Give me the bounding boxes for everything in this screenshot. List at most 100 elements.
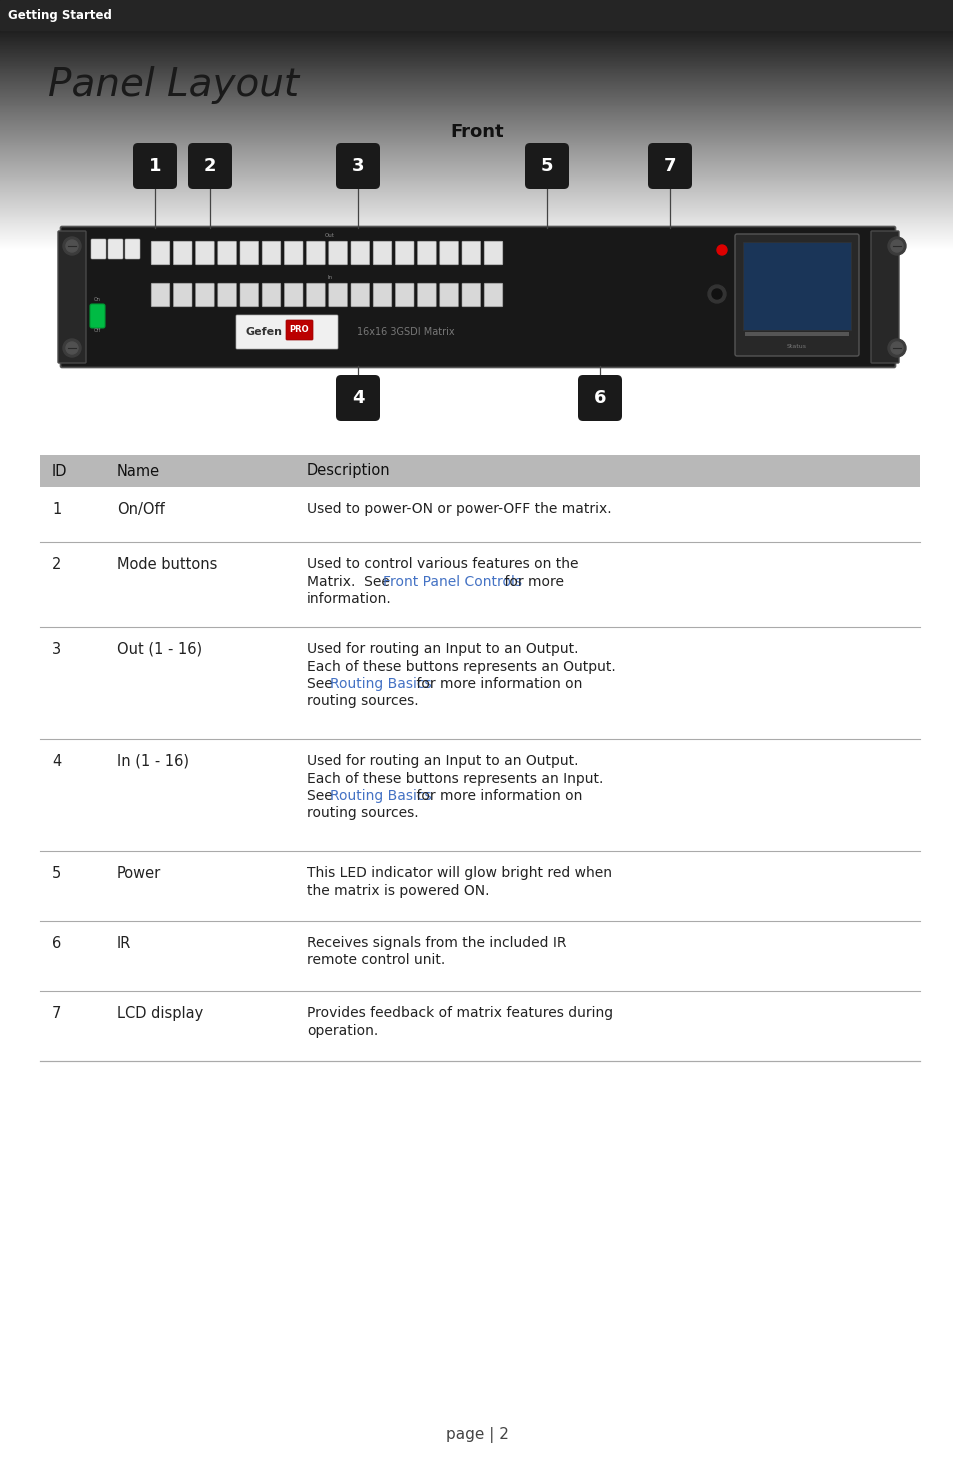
FancyBboxPatch shape (151, 283, 170, 307)
FancyBboxPatch shape (373, 283, 392, 307)
Circle shape (890, 342, 902, 354)
Text: 2: 2 (52, 558, 61, 572)
FancyBboxPatch shape (484, 242, 502, 266)
Text: Out (1 - 16): Out (1 - 16) (117, 642, 202, 656)
Text: Front: Front (450, 122, 503, 142)
Text: Each of these buttons represents an Output.: Each of these buttons represents an Outp… (307, 659, 615, 674)
Text: Each of these buttons represents an Input.: Each of these buttons represents an Inpu… (307, 771, 602, 786)
FancyBboxPatch shape (484, 283, 502, 307)
Circle shape (707, 285, 725, 302)
Circle shape (63, 237, 81, 255)
Text: information.: information. (307, 591, 392, 606)
Text: Matrix.  See: Matrix. See (307, 574, 394, 589)
Text: 6: 6 (52, 937, 61, 951)
Text: 6: 6 (593, 389, 605, 407)
FancyBboxPatch shape (195, 242, 214, 266)
Text: ID: ID (52, 463, 68, 478)
Circle shape (63, 339, 81, 357)
FancyBboxPatch shape (439, 242, 458, 266)
FancyBboxPatch shape (461, 242, 480, 266)
Circle shape (890, 240, 902, 252)
FancyBboxPatch shape (417, 283, 436, 307)
FancyBboxPatch shape (173, 283, 192, 307)
Text: Used to power-ON or power-OFF the matrix.: Used to power-ON or power-OFF the matrix… (307, 502, 611, 516)
Text: 2: 2 (204, 156, 216, 176)
Text: Gefen: Gefen (245, 327, 282, 336)
Text: Mode buttons: Mode buttons (117, 558, 217, 572)
FancyBboxPatch shape (439, 283, 458, 307)
Text: Used to control various features on the: Used to control various features on the (307, 558, 578, 571)
Text: 4: 4 (52, 754, 61, 768)
Text: Provides feedback of matrix features during: Provides feedback of matrix features dur… (307, 1006, 613, 1021)
Text: Routing Basics: Routing Basics (330, 677, 432, 690)
Text: On: On (93, 296, 100, 302)
FancyBboxPatch shape (373, 242, 392, 266)
Circle shape (717, 245, 726, 255)
Text: 4: 4 (352, 389, 364, 407)
Text: Getting Started: Getting Started (8, 9, 112, 22)
FancyBboxPatch shape (240, 242, 258, 266)
FancyBboxPatch shape (417, 242, 436, 266)
Text: Power: Power (117, 866, 161, 881)
Text: 5: 5 (52, 866, 61, 881)
Text: In: In (327, 274, 332, 280)
Text: This LED indicator will glow bright red when: This LED indicator will glow bright red … (307, 866, 612, 881)
Text: Description: Description (307, 463, 390, 478)
Text: See: See (307, 677, 336, 690)
FancyBboxPatch shape (90, 304, 105, 327)
FancyBboxPatch shape (151, 242, 170, 266)
FancyBboxPatch shape (217, 242, 236, 266)
FancyBboxPatch shape (235, 316, 337, 350)
Text: operation.: operation. (307, 1024, 377, 1037)
FancyBboxPatch shape (306, 283, 325, 307)
FancyBboxPatch shape (351, 283, 369, 307)
FancyBboxPatch shape (58, 232, 86, 363)
Text: PRO: PRO (289, 326, 309, 335)
Bar (0, 0, 953, 30)
FancyBboxPatch shape (647, 143, 691, 189)
Text: Name: Name (117, 463, 160, 478)
Text: for more information on: for more information on (412, 789, 582, 802)
FancyBboxPatch shape (395, 283, 414, 307)
FancyBboxPatch shape (335, 143, 379, 189)
FancyBboxPatch shape (351, 242, 369, 266)
Circle shape (887, 339, 905, 357)
Text: Routing Basics: Routing Basics (330, 789, 432, 802)
FancyBboxPatch shape (195, 283, 214, 307)
FancyBboxPatch shape (395, 242, 414, 266)
Text: for more information on: for more information on (412, 677, 582, 690)
FancyBboxPatch shape (217, 283, 236, 307)
Text: 1: 1 (52, 502, 61, 518)
Text: routing sources.: routing sources. (307, 695, 418, 708)
FancyBboxPatch shape (329, 242, 347, 266)
FancyBboxPatch shape (173, 242, 192, 266)
Bar (40, 454, 919, 487)
Text: On/Off: On/Off (117, 502, 165, 518)
Text: 7: 7 (663, 156, 676, 176)
Text: 3: 3 (352, 156, 364, 176)
Text: the matrix is powered ON.: the matrix is powered ON. (307, 884, 489, 897)
FancyBboxPatch shape (870, 232, 898, 363)
FancyBboxPatch shape (262, 242, 280, 266)
Text: 7: 7 (52, 1006, 61, 1021)
Text: page | 2: page | 2 (445, 1426, 508, 1443)
Bar (742, 242, 850, 330)
Text: Off: Off (93, 327, 100, 333)
Text: 1: 1 (149, 156, 161, 176)
Text: Panel Layout: Panel Layout (48, 66, 299, 105)
Text: See: See (307, 789, 336, 802)
FancyBboxPatch shape (284, 283, 303, 307)
Text: LCD display: LCD display (117, 1006, 203, 1021)
Text: for more: for more (499, 574, 563, 589)
Text: Front Panel Controls: Front Panel Controls (383, 574, 521, 589)
FancyBboxPatch shape (335, 375, 379, 420)
Bar (0, 249, 953, 1475)
Text: 16x16 3GSDI Matrix: 16x16 3GSDI Matrix (356, 327, 455, 336)
Circle shape (711, 289, 721, 299)
FancyBboxPatch shape (132, 143, 177, 189)
Text: Status: Status (786, 344, 806, 348)
FancyBboxPatch shape (734, 235, 858, 355)
FancyBboxPatch shape (461, 283, 480, 307)
Text: 5: 5 (540, 156, 553, 176)
Circle shape (66, 240, 78, 252)
